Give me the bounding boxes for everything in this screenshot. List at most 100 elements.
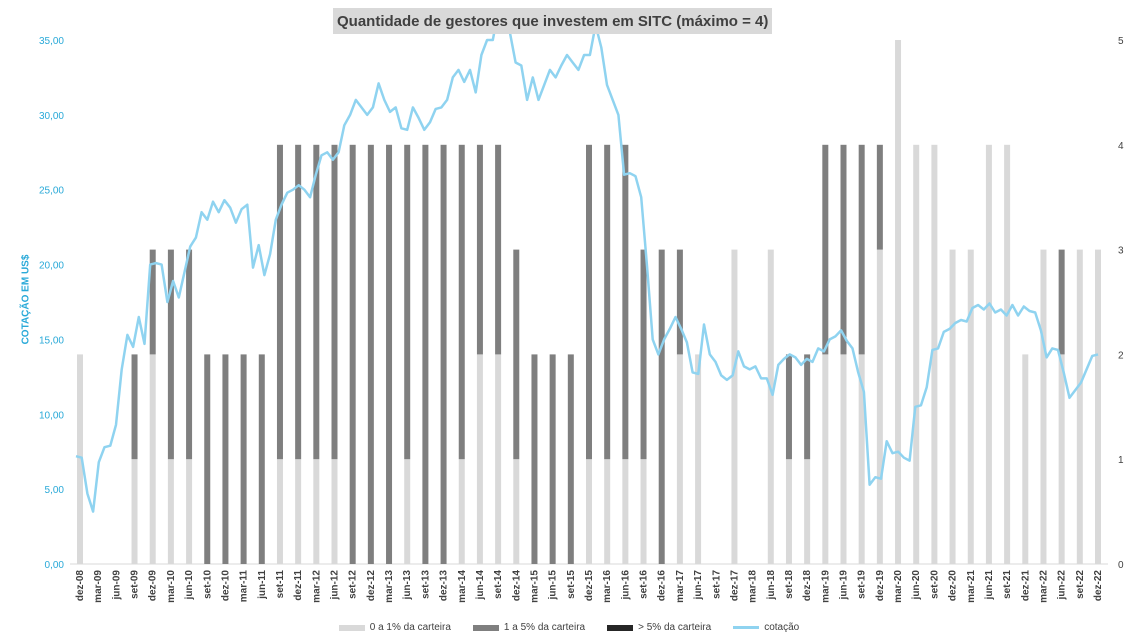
x-tick-label: set-14 <box>493 570 504 599</box>
left-tick-label: 0,00 <box>45 560 65 571</box>
x-tick-label: jun-21 <box>984 570 995 601</box>
bar-0-1 <box>876 249 883 564</box>
right-tick-label: 0 <box>1118 560 1124 571</box>
x-tick-label: jun-17 <box>693 570 704 601</box>
bar-0-1 <box>131 459 138 564</box>
x-tick-label: dez-22 <box>1093 570 1104 602</box>
x-tick-label: dez-09 <box>148 570 159 602</box>
bar-1-5 <box>276 144 283 460</box>
bar-0-1 <box>495 354 502 564</box>
bar-1-5 <box>476 144 483 355</box>
legend-swatch-mid <box>472 624 499 631</box>
bar-1-5 <box>240 354 247 564</box>
left-tick-label: 35,00 <box>39 36 64 47</box>
bar-0-1 <box>804 459 811 564</box>
bar-0-1 <box>1095 249 1101 564</box>
bar-1-5 <box>586 144 592 460</box>
bar-0-1 <box>586 459 592 564</box>
x-tick-label: jun-14 <box>475 570 486 601</box>
legend-swatch-dark <box>607 624 634 631</box>
bar-0-1 <box>186 459 193 564</box>
bar-1-5 <box>258 354 265 564</box>
legend-label: 1 a 5% da carteira <box>503 622 586 633</box>
x-tick-label: dez-10 <box>220 570 231 602</box>
x-tick-label: jun-15 <box>548 570 559 601</box>
x-tick-label: set-11 <box>275 570 286 599</box>
x-tick-label: mar-13 <box>384 570 395 603</box>
bar-0-1 <box>676 354 683 564</box>
x-tick-label: set-18 <box>784 570 795 599</box>
bar-1-5 <box>422 144 429 565</box>
legend-item-0-1: 0 a 1% da carteira <box>338 622 451 633</box>
bar-1-5 <box>367 144 374 565</box>
bar-1-5 <box>131 354 138 460</box>
x-tick-label: mar-09 <box>93 570 104 603</box>
x-tick-label: set-21 <box>1002 570 1013 599</box>
bar-0-1 <box>731 249 738 564</box>
bar-0-1 <box>858 354 865 564</box>
bar-1-5 <box>204 354 211 564</box>
bar-1-5 <box>804 354 811 460</box>
bar-1-5 <box>640 249 647 460</box>
bar-0-1 <box>967 249 974 564</box>
bar-0-1 <box>313 459 320 564</box>
bar-1-5 <box>295 144 302 460</box>
bar-1-5 <box>458 144 465 460</box>
bar-0-1 <box>513 459 520 564</box>
x-tick-label: dez-18 <box>802 570 813 602</box>
bar-0-1 <box>404 459 411 564</box>
bar-0-1 <box>785 459 792 564</box>
right-tick-label: 4 <box>1118 141 1124 152</box>
legend-item-1-5: 1 a 5% da carteira <box>472 622 586 633</box>
x-tick-label: set-15 <box>566 570 577 599</box>
bar-0-1 <box>931 144 938 565</box>
x-tick-label: set-16 <box>639 570 650 599</box>
x-tick-label: set-22 <box>1075 570 1086 599</box>
bar-0-1 <box>167 459 174 564</box>
x-tick-label: jun-09 <box>111 570 122 601</box>
bar-0-1 <box>822 354 829 564</box>
x-tick-label: set-10 <box>202 570 213 599</box>
bar-0-1 <box>331 459 338 564</box>
left-tick-label: 5,00 <box>45 485 65 496</box>
chart-title-box: Quantidade de gestores que investem em S… <box>333 8 773 34</box>
legend-swatch-line <box>733 626 760 629</box>
left-tick-label: 10,00 <box>39 410 64 421</box>
bar-0-1 <box>149 354 156 564</box>
x-tick-label: mar-22 <box>1038 570 1049 603</box>
x-tick-label: jun-18 <box>766 570 777 601</box>
bar-0-1 <box>985 144 992 565</box>
bar-0-1 <box>1058 354 1065 564</box>
x-tick-label: mar-17 <box>675 570 686 603</box>
bar-1-5 <box>331 144 338 460</box>
bar-1-5 <box>1058 249 1065 355</box>
x-tick-label: dez-20 <box>948 570 959 602</box>
bar-1-5 <box>495 144 502 355</box>
left-tick-label: 15,00 <box>39 335 64 346</box>
chart-title: Quantidade de gestores que investem em S… <box>337 12 769 30</box>
bar-1-5 <box>440 144 447 565</box>
x-tick-label: dez-21 <box>1020 570 1031 602</box>
bar-1-5 <box>676 249 683 355</box>
bar-1-5 <box>186 249 193 460</box>
legend-item-cotacao: cotação <box>733 622 799 633</box>
bar-1-5 <box>313 144 320 460</box>
x-tick-label: jun-12 <box>330 570 341 601</box>
bar-0-1 <box>840 354 847 564</box>
x-tick-label: jun-10 <box>184 570 195 601</box>
bar-1-5 <box>876 144 883 250</box>
bar-0-1 <box>622 459 629 564</box>
left-tick-label: 25,00 <box>39 186 64 197</box>
x-tick-label: jun-13 <box>402 570 413 601</box>
x-tick-label: mar-11 <box>239 570 250 603</box>
bar-1-5 <box>840 144 847 355</box>
bar-0-1 <box>604 459 611 564</box>
bar-1-5 <box>531 354 538 564</box>
x-tick-label: mar-16 <box>602 570 613 603</box>
bar-0-1 <box>949 249 956 564</box>
bar-1-5 <box>549 354 556 564</box>
x-tick-label: set-19 <box>857 570 868 599</box>
x-tick-label: jun-16 <box>620 570 631 601</box>
bar-0-1 <box>458 459 465 564</box>
